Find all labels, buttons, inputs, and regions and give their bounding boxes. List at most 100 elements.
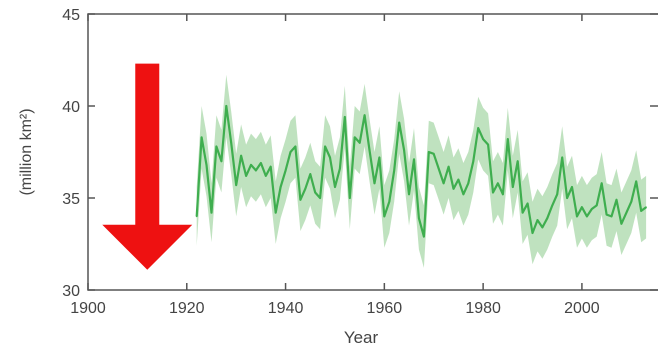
data-point: [279, 186, 282, 188]
x-tick-label: 1960: [367, 300, 403, 317]
y-tick-label: 30: [62, 283, 80, 300]
data-point: [546, 217, 549, 219]
data-point: [625, 211, 628, 214]
data-point: [240, 154, 242, 157]
data-point: [620, 223, 623, 225]
data-point: [561, 156, 563, 159]
data-point: [339, 167, 341, 170]
data-point: [353, 136, 356, 139]
data-point: [645, 206, 647, 208]
y-tick-label: 45: [62, 7, 80, 24]
data-point: [383, 215, 386, 218]
data-point: [531, 232, 534, 234]
data-point: [388, 200, 391, 203]
data-point: [507, 138, 509, 140]
data-point: [225, 105, 228, 107]
data-point: [591, 208, 593, 210]
data-point: [640, 210, 642, 212]
data-point: [309, 173, 312, 175]
data-point: [403, 149, 405, 151]
data-point: [368, 149, 371, 151]
data-point: [373, 182, 376, 185]
data-point: [220, 160, 223, 162]
data-point: [447, 165, 450, 168]
data-point: [467, 182, 470, 185]
data-point: [571, 186, 573, 188]
y-tick-label: 35: [62, 191, 80, 208]
data-point: [432, 153, 435, 155]
data-point: [299, 199, 302, 201]
x-tick-label: 2000: [564, 300, 600, 317]
data-point: [304, 188, 307, 190]
data-point: [378, 156, 381, 159]
x-axis-label: Year: [344, 328, 379, 347]
data-point: [314, 191, 317, 194]
data-point: [541, 226, 544, 229]
data-point: [457, 178, 460, 181]
data-point: [556, 193, 558, 196]
x-tick-label: 1940: [268, 300, 304, 317]
data-point: [265, 175, 267, 177]
data-point: [324, 145, 326, 148]
data-point: [294, 145, 297, 148]
data-point: [605, 213, 608, 216]
x-tick-label: 1920: [169, 300, 205, 317]
data-point: [205, 164, 208, 166]
data-point: [526, 202, 529, 205]
data-point: [610, 215, 613, 218]
data-point: [551, 204, 554, 207]
data-point: [260, 162, 262, 164]
data-point: [437, 167, 440, 170]
data-point: [289, 151, 292, 153]
data-point: [408, 193, 410, 196]
data-point: [512, 186, 514, 188]
uncertainty-band: [196, 74, 647, 268]
data-point: [269, 165, 272, 168]
data-point: [284, 169, 287, 172]
data-point: [516, 160, 519, 162]
data-point: [615, 199, 618, 201]
data-point: [630, 200, 633, 203]
data-point: [319, 197, 321, 199]
data-point: [502, 193, 504, 196]
data-point: [235, 184, 237, 186]
data-point: [274, 211, 277, 214]
data-point: [210, 211, 213, 214]
plot-frame: [87, 13, 658, 291]
y-tick-label: 40: [62, 99, 80, 116]
data-point: [581, 206, 583, 208]
data-point: [195, 215, 198, 218]
data-point: [215, 145, 218, 148]
data-point: [349, 197, 351, 199]
data-point: [442, 182, 445, 185]
data-point: [492, 191, 494, 194]
data-point: [521, 211, 524, 214]
data-point: [566, 197, 568, 199]
x-tick-label: 1980: [465, 300, 501, 317]
data-point: [230, 142, 232, 144]
data-point: [363, 114, 366, 116]
data-point: [462, 193, 465, 196]
data-point: [536, 219, 539, 221]
data-point: [586, 215, 588, 218]
data-point: [576, 215, 578, 218]
data-point: [487, 143, 489, 146]
data-point: [472, 160, 475, 162]
data-point: [245, 175, 247, 177]
y-axis-label: (million km²): [18, 108, 35, 195]
data-point: [329, 156, 331, 159]
data-point: [250, 164, 252, 166]
data-point: [358, 142, 361, 144]
data-point: [413, 158, 415, 161]
data-point: [255, 169, 257, 172]
data-point: [334, 186, 336, 188]
data-point: [423, 235, 425, 238]
series-line: [195, 104, 647, 238]
data-point: [398, 121, 401, 124]
data-point: [482, 138, 484, 140]
data-point: [497, 182, 499, 185]
data-point: [418, 217, 420, 219]
data-point: [595, 204, 598, 207]
down-arrow-annotation: [102, 63, 193, 270]
